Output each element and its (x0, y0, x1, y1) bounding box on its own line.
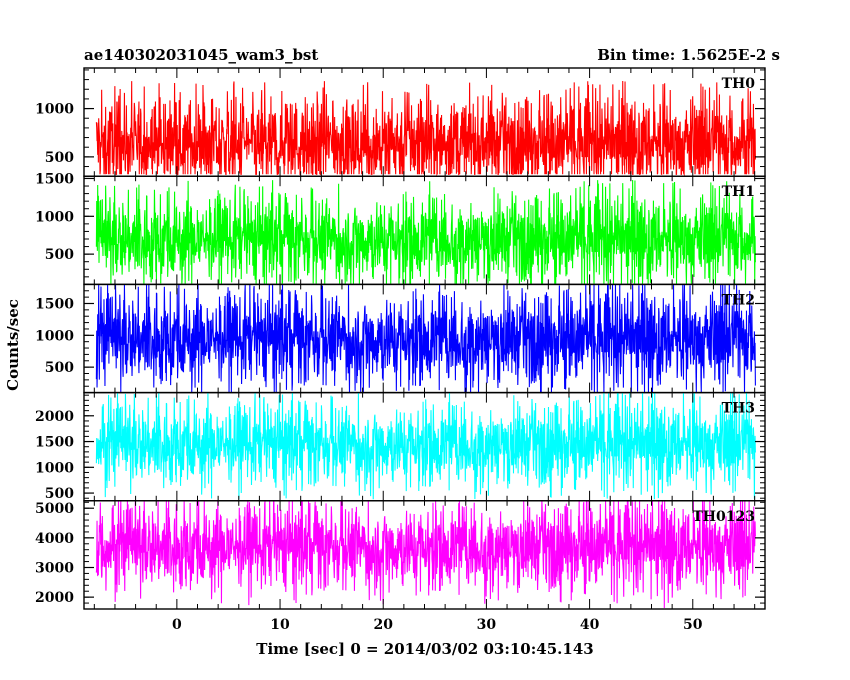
panel-label-th0: TH0 (722, 76, 756, 92)
y-tick-label: 1000 (35, 209, 74, 225)
x-tick-label: 10 (270, 617, 290, 633)
y-tick-label: 500 (45, 486, 74, 502)
y-tick-label: 2000 (35, 409, 74, 425)
panel-th0: 500 1000 TH0 (35, 67, 766, 177)
panel-th1: 500 1000 1500 TH1 (35, 171, 766, 286)
y-tick-label: 3000 (35, 560, 74, 576)
x-tick-label: 50 (683, 617, 703, 633)
y-tick-label: 1500 (35, 171, 74, 187)
panel-label-th0123: TH0123 (692, 509, 755, 525)
x-tick-label: 20 (373, 617, 393, 633)
y-tick-label: 500 (45, 150, 74, 166)
series-line-th2 (95, 285, 756, 392)
series-line-th1 (95, 179, 756, 284)
chart-title-right: Bin time: 1.5625E-2 s (597, 46, 780, 64)
x-tick-label: 0 (172, 617, 182, 633)
y-tick-label: 500 (45, 247, 74, 263)
y-tick-label: 500 (45, 360, 74, 376)
y-tick-label: 1500 (35, 435, 74, 451)
x-tick-label: 30 (477, 617, 497, 633)
y-axis-label: Counts/sec (4, 299, 22, 391)
panel-th3: 500 1000 1500 2000 TH3 (35, 391, 766, 502)
series-line-th3 (95, 392, 756, 500)
panel-th0123: 2000 3000 4000 5000 TH0123 0 10 20 30 40 50 (35, 500, 766, 633)
series-line-th0 (95, 81, 756, 177)
y-tick-label: 5000 (35, 501, 74, 517)
x-axis-label: Time [sec] 0 = 2014/03/02 03:10:45.143 (256, 640, 593, 658)
y-tick-label: 1500 (35, 296, 74, 312)
panel-label-th2: TH2 (722, 292, 755, 308)
chart-title-left: ae140302031045_wam3_bst (84, 46, 318, 64)
panel-label-th3: TH3 (722, 401, 755, 417)
y-tick-label: 1000 (35, 328, 74, 344)
x-tick-label: 40 (580, 617, 600, 633)
panel-label-th1: TH1 (722, 184, 755, 200)
y-tick-label: 1000 (35, 102, 74, 118)
panel-th2: 500 1000 1500 TH2 (35, 283, 766, 394)
y-tick-label: 2000 (35, 590, 74, 606)
series-line-th0123 (95, 500, 756, 608)
y-tick-label: 4000 (35, 531, 74, 547)
y-tick-label: 1000 (35, 460, 74, 476)
